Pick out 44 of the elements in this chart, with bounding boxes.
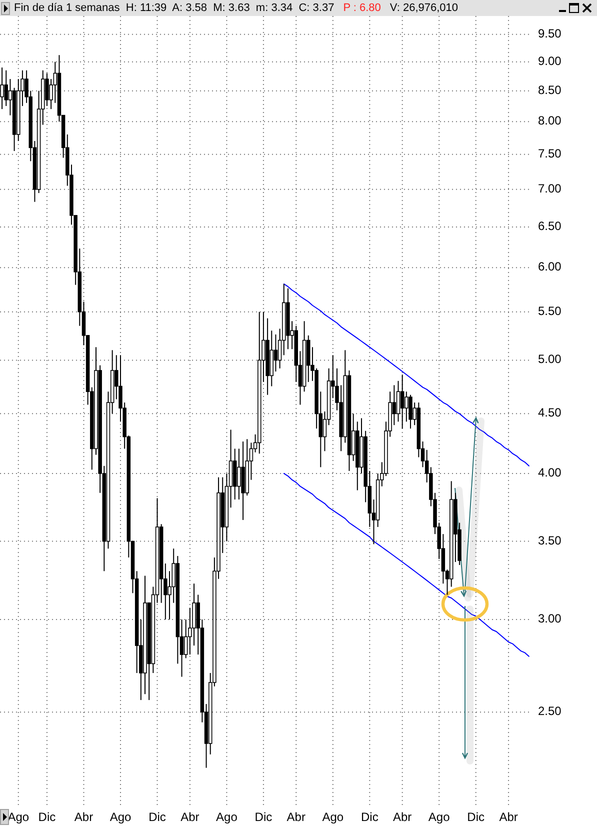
y-tick-label: 5.50: [538, 304, 562, 318]
x-tick-label: Ago: [428, 810, 450, 824]
candlestick: [396, 380, 400, 422]
y-tick-label: 6.00: [538, 260, 562, 274]
candlestick: [404, 391, 408, 422]
y-tick-label: 6.50: [538, 219, 562, 234]
y-tick-label: 9.50: [538, 26, 562, 41]
y-tick-label: 7.00: [538, 182, 562, 196]
y-tick-label: 3.50: [538, 533, 562, 548]
y-tick-label: 3.00: [538, 612, 562, 626]
x-tick-label: Dic: [254, 810, 272, 824]
chart-subtitle: P : 6.80: [343, 2, 381, 14]
x-tick-label: Ago: [216, 810, 238, 824]
candlestick: [45, 72, 49, 106]
x-tick-label: Abr: [499, 810, 518, 824]
candlestick: [237, 448, 241, 500]
x-tick-label: Dic: [360, 810, 378, 824]
x-tick-label: Dic: [467, 810, 485, 824]
x-tick-label: Abr: [180, 810, 200, 824]
y-tick-label: 8.50: [538, 83, 562, 97]
y-tick-label: 2.50: [538, 704, 562, 718]
y-tick-label: 7.50: [538, 146, 562, 161]
x-tick-label: Dic: [38, 810, 56, 824]
x-tick-label: Dic: [148, 810, 166, 824]
x-tick-label: Abr: [392, 810, 412, 824]
candlestick: [0, 66, 4, 110]
line-series: [283, 283, 530, 466]
candlestick: [408, 394, 412, 430]
x-tick-label: Abr: [74, 810, 94, 824]
line-series: [283, 472, 530, 657]
y-tick-label: 5.00: [538, 352, 562, 366]
candlestick: [274, 334, 278, 372]
text: V: 26,976,010: [390, 2, 458, 14]
y-tick-label: 4.50: [538, 406, 562, 420]
y-tick-label: 9.00: [538, 54, 562, 68]
candlestick: [400, 374, 404, 430]
x-tick-label: Ago: [8, 810, 30, 824]
x-tick-label: Ago: [110, 810, 132, 824]
chart-title: Fin de día 1 semanas H: 11:39 A: 3.58 M: 3.63 m: 3.34 C: 3.37: [14, 2, 334, 14]
y-tick-label: 8.00: [538, 114, 562, 128]
candlestick: [184, 619, 188, 659]
x-tick-label: Abr: [286, 810, 306, 824]
x-tick-label: Ago: [322, 810, 344, 824]
y-tick-label: 4.00: [538, 466, 562, 480]
